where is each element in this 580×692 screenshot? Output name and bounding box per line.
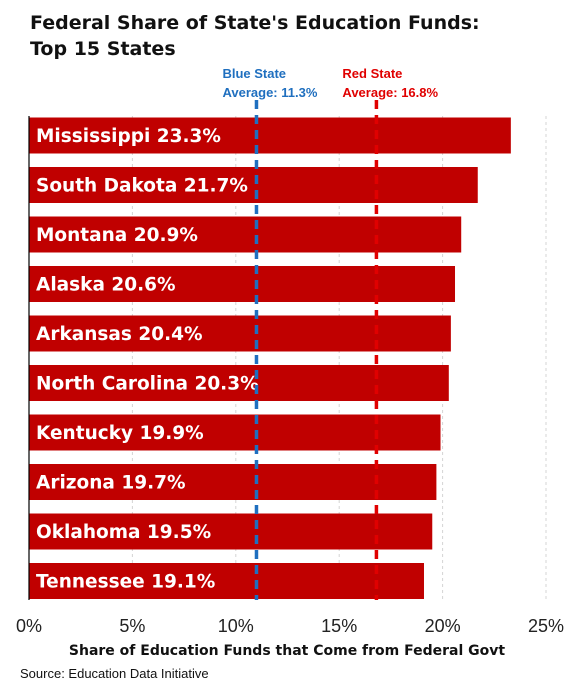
red-state-average-label-line-1: Red State bbox=[342, 66, 402, 81]
bar-label: Mississippi 23.3% bbox=[36, 126, 221, 147]
bar-label: Kentucky 19.9% bbox=[36, 423, 204, 444]
x-tick-label: 0% bbox=[16, 616, 42, 636]
bar bbox=[29, 414, 441, 451]
bar bbox=[29, 365, 449, 401]
chart-title-line-1: Federal Share of State's Education Funds… bbox=[30, 12, 480, 34]
bar bbox=[29, 266, 456, 302]
source-note: Source: Education Data Initiative bbox=[20, 666, 209, 681]
chart-title: Federal Share of State's Education Funds… bbox=[30, 10, 570, 62]
bar bbox=[29, 167, 478, 203]
bar bbox=[29, 563, 424, 599]
bar-label: South Dakota 21.7% bbox=[36, 176, 248, 197]
bar-label: Arizona 19.7% bbox=[36, 473, 186, 494]
red-state-average-label-line-2: Average: 16.8% bbox=[342, 85, 438, 100]
bar bbox=[29, 117, 511, 154]
x-tick-label: 5% bbox=[119, 616, 145, 636]
x-tick-label: 10% bbox=[218, 616, 254, 636]
x-axis-label: Share of Education Funds that Come from … bbox=[69, 643, 505, 659]
chart-title-line-2: Top 15 States bbox=[30, 38, 176, 60]
bar bbox=[29, 315, 451, 352]
bar-label: Tennessee 19.1% bbox=[36, 572, 215, 593]
bar-label: Oklahoma 19.5% bbox=[36, 522, 211, 543]
bar-label: Arkansas 20.4% bbox=[36, 324, 203, 345]
bar-label: Alaska 20.6% bbox=[36, 275, 176, 296]
bar-label: North Carolina 20.3% bbox=[36, 374, 259, 395]
bar-label: Montana 20.9% bbox=[36, 225, 198, 246]
blue-state-average-label-line-2: Average: 11.3% bbox=[222, 85, 317, 100]
x-tick-label: 25% bbox=[528, 616, 564, 636]
bar bbox=[29, 216, 462, 253]
x-tick-label: 15% bbox=[321, 616, 357, 636]
bar bbox=[29, 513, 433, 550]
blue-state-average-label-line-1: Blue State bbox=[222, 66, 286, 81]
bar bbox=[29, 464, 437, 500]
x-tick-label: 20% bbox=[425, 616, 461, 636]
